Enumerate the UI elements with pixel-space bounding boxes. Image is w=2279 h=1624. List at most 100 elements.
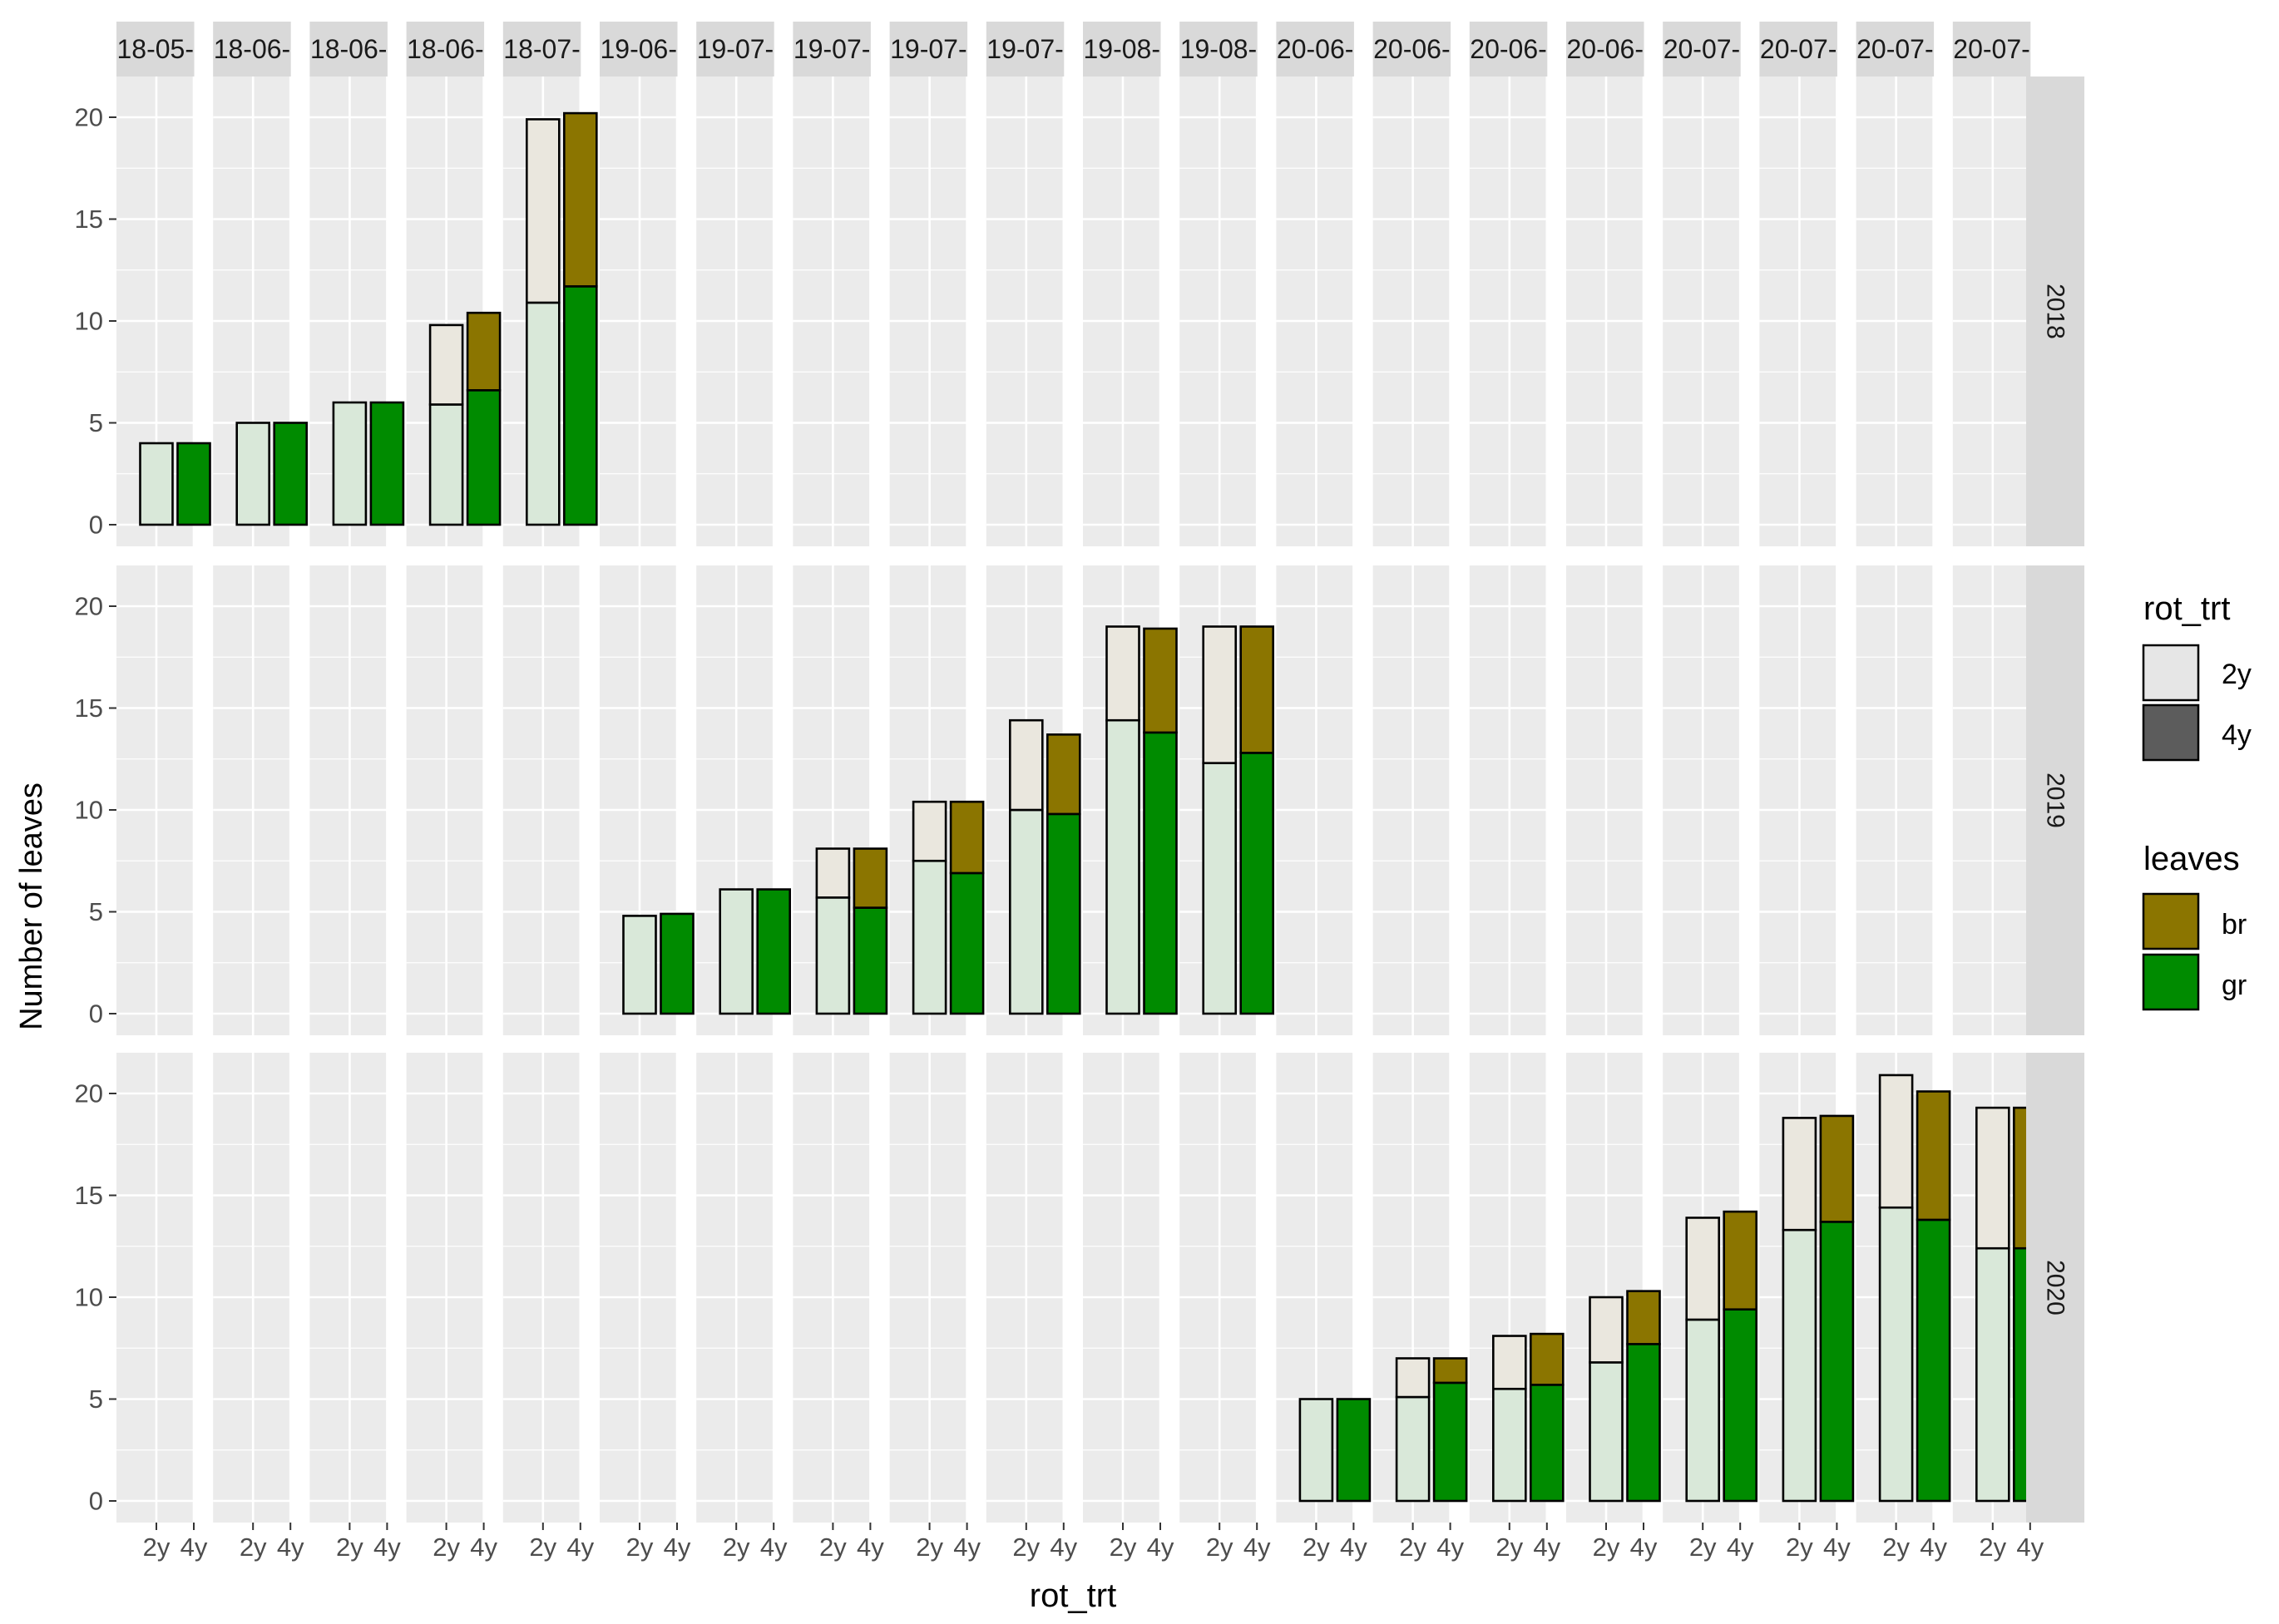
bar-br-4y [1046,733,1081,816]
x-tick-label: 4y [1823,1533,1851,1562]
column-strip-label: 20-07- [1856,34,1934,64]
y-tick-label: 15 [75,1181,103,1210]
bar-gr-4y [1626,1343,1661,1503]
x-axis-title: rot_trt [1030,1577,1116,1614]
column-strip-label: 18-07- [503,34,581,64]
bar-br-2y [1395,1357,1431,1399]
bar-br-2y [1878,1074,1914,1209]
y-tick-label: 0 [89,1487,103,1516]
column-strip-label: 19-08- [1180,34,1258,64]
column-strip [116,22,195,77]
column-strip-label: 19-06- [601,34,678,64]
column-strip-label: 20-07- [1664,34,1741,64]
bar-br-2y [1105,625,1140,722]
bar-br-4y [1239,625,1274,754]
legend: rot_trt 2y 4y leaves br gr [2142,590,2252,1011]
x-tick-label: 4y [760,1533,788,1562]
column-strip-label: 20-06- [1277,34,1354,64]
bar-gr-2y [1395,1395,1431,1503]
x-tick-label: 2y [916,1533,943,1562]
x-tick-label: 4y [1920,1533,1947,1562]
legend-key-gr [2142,953,2200,1011]
bar-br-2y [525,118,561,304]
bar-gr-4y [1723,1308,1757,1503]
y-tick-label: 20 [75,592,103,621]
legend-key-br [2142,892,2200,950]
x-tick-label: 2y [1303,1533,1330,1562]
column-strip [1759,22,1837,77]
bar-br-4y [853,847,888,909]
bar-br-2y [912,800,947,862]
column-strip [696,22,774,77]
x-tick-label: 2y [240,1533,267,1562]
column-strip [1663,22,1741,77]
column-strip-label: 18-06- [407,34,484,64]
bar-br-4y [562,111,598,288]
y-tick-label: 15 [75,205,103,234]
bar-gr-4y [1336,1398,1372,1503]
bar-gr-2y [428,403,464,526]
x-tick-label: 4y [1340,1533,1367,1562]
x-tick-label: 2y [1495,1533,1523,1562]
y-tick-label: 10 [75,307,103,336]
y-tick-label: 20 [75,1079,103,1108]
column-strip [889,22,968,77]
bar-gr-4y [1530,1384,1565,1503]
x-tick-label: 2y [433,1533,460,1562]
x-tick-label: 4y [1630,1533,1658,1562]
column-strip [406,22,485,77]
column-strip [600,22,678,77]
y-tick-label: 10 [75,796,103,825]
x-tick-label: 2y [819,1533,847,1562]
x-tick-label: 4y [1533,1533,1560,1562]
bar-br-4y [1143,627,1178,734]
x-tick-label: 4y [1147,1533,1174,1562]
x-tick-label: 2y [723,1533,750,1562]
bar-br-4y [1819,1114,1855,1223]
bar-gr-4y [1819,1221,1855,1503]
column-strip [1566,22,1644,77]
bar-gr-2y [1589,1361,1624,1503]
x-tick-label: 4y [1243,1533,1271,1562]
column-strip [793,22,871,77]
legend-title-rot-trt: rot_trt [2143,590,2230,627]
bar-gr-2y [719,888,754,1015]
y-tick-label: 0 [89,1000,103,1029]
bar-gr-2y [1782,1228,1817,1503]
y-tick-label: 5 [89,897,103,926]
bar-br-4y [949,800,985,875]
bar-br-2y [1975,1106,2010,1250]
bar-gr-4y [949,871,985,1015]
column-strip-label: 19-07- [697,34,774,64]
bar-gr-2y [622,915,657,1015]
x-tick-label: 4y [180,1533,208,1562]
legend-key-2y [2142,644,2200,702]
bar-gr-2y [139,442,174,526]
row-strip-label: 2020 [2042,1260,2069,1315]
x-tick-label: 2y [1110,1533,1137,1562]
strips-layer: 2018 2019 2020 18-05- 18-06- 18-06- 18-06- 18-0… [116,22,2084,1523]
x-tick-label: 4y [470,1533,497,1562]
x-tick-label: 4y [1050,1533,1077,1562]
bar-br-2y [428,323,464,406]
x-tick-label: 4y [857,1533,884,1562]
bar-br-2y [815,847,851,899]
bar-gr-4y [562,285,598,526]
legend-label-2y: 2y [2222,659,2252,690]
legend-title-leaves: leaves [2143,841,2240,877]
bar-gr-2y [1298,1398,1334,1503]
column-strip [1276,22,1354,77]
bar-br-2y [1202,625,1237,764]
legend-label-br: br [2222,909,2247,940]
bar-gr-4y [756,888,792,1015]
y-axis-title: Number of leaves [14,782,49,1030]
bar-br-2y [1782,1117,1817,1232]
column-strip [1856,22,1935,77]
x-tick-label: 2y [143,1533,171,1562]
x-tick-label: 2y [1206,1533,1233,1562]
x-tick-label: 2y [1012,1533,1040,1562]
bar-gr-4y [369,401,405,526]
bar-br-4y [1530,1332,1565,1386]
bar-gr-2y [1009,808,1044,1015]
